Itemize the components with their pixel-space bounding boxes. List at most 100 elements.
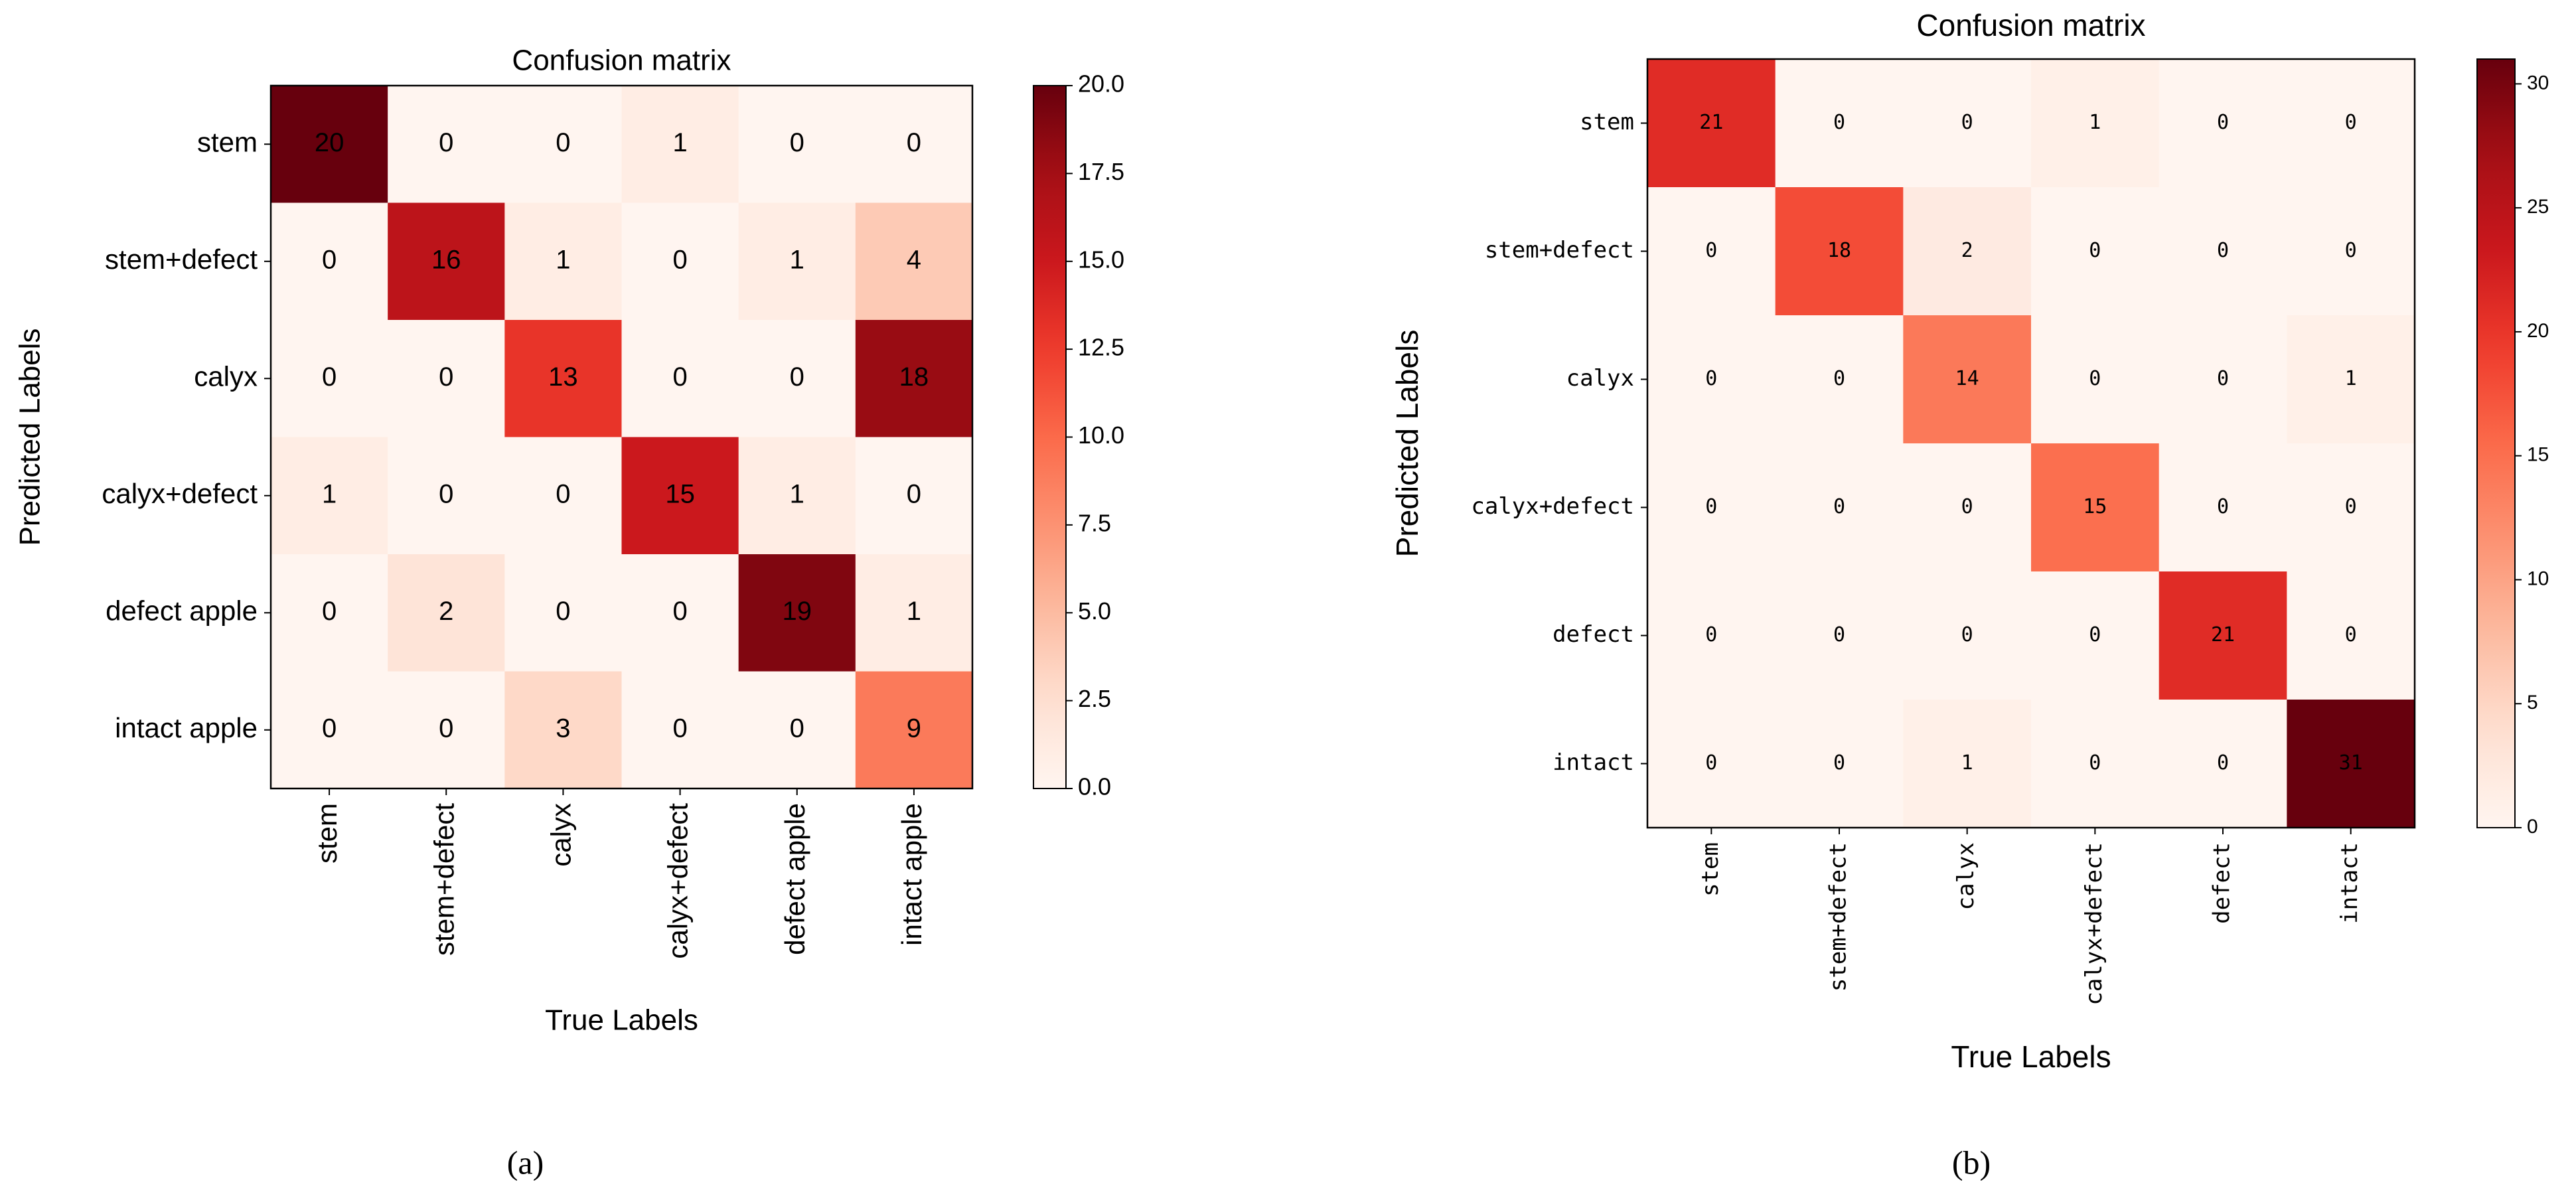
cell-label: 1 bbox=[556, 245, 570, 274]
heatmap-cell bbox=[1903, 700, 2032, 828]
heatmap-cell bbox=[388, 671, 505, 789]
heatmap-cell bbox=[738, 437, 856, 555]
cell-label: 3 bbox=[556, 714, 570, 743]
cell-label: 0 bbox=[672, 245, 687, 274]
cell-label: 0 bbox=[1705, 367, 1717, 390]
cell-label: 0 bbox=[672, 362, 687, 392]
heatmap-cell bbox=[621, 671, 739, 789]
cell-label: 1 bbox=[790, 245, 804, 274]
y-axis-label: Predicted Labels bbox=[14, 329, 46, 546]
heatmap-cell bbox=[2031, 59, 2160, 188]
colorbar-tick-label: 0.0 bbox=[1078, 773, 1111, 800]
cell-label: 0 bbox=[2217, 239, 2229, 262]
cell-label: 0 bbox=[2217, 495, 2229, 518]
heatmap-cell bbox=[2031, 700, 2160, 828]
cell-label: 2 bbox=[1961, 239, 1973, 262]
heatmap-cell bbox=[2159, 315, 2287, 444]
cell-label: 0 bbox=[1833, 623, 1845, 646]
heatmap-cell bbox=[2159, 59, 2287, 188]
chart-title: Confusion matrix bbox=[1916, 8, 2145, 42]
colorbar-tick-label: 15 bbox=[2527, 444, 2549, 466]
heatmap-cell bbox=[855, 320, 973, 437]
heatmap-cell bbox=[271, 320, 388, 437]
heatmap-cell bbox=[2287, 700, 2415, 828]
cell-label: 0 bbox=[1833, 111, 1845, 134]
heatmap-cell bbox=[388, 554, 505, 672]
cell-label: 0 bbox=[907, 479, 921, 508]
cell-label: 0 bbox=[2089, 751, 2101, 775]
heatmap-cell bbox=[1647, 187, 1776, 316]
heatmap-cell bbox=[271, 671, 388, 789]
heatmap-cell bbox=[2031, 443, 2160, 572]
heatmap-cell bbox=[738, 320, 856, 437]
heatmap-cell bbox=[621, 437, 739, 555]
cell-label: 1 bbox=[322, 479, 337, 508]
cell-label: 0 bbox=[1705, 623, 1717, 646]
cell-label: 0 bbox=[790, 714, 804, 743]
x-tick-label: stem bbox=[1697, 842, 1724, 897]
cell-label: 0 bbox=[322, 597, 337, 626]
heatmap-cell bbox=[1775, 571, 1904, 700]
chart-title: Confusion matrix bbox=[512, 44, 731, 77]
heatmap-cell bbox=[504, 671, 622, 789]
y-axis-label: Predicted Labels bbox=[1390, 330, 1424, 558]
heatmap-cell bbox=[621, 554, 739, 672]
x-axis-label: True Labels bbox=[1951, 1039, 2111, 1074]
y-tick-label: defect bbox=[1553, 621, 1634, 648]
cell-label: 0 bbox=[1961, 111, 1973, 134]
x-tick-label: stem bbox=[311, 803, 342, 864]
y-tick-label: stem bbox=[197, 126, 258, 157]
x-axis-label: True Labels bbox=[545, 1004, 698, 1037]
plot-frame bbox=[1646, 58, 2416, 829]
x-tick-label: stem+defect bbox=[1825, 842, 1852, 992]
y-tick-label: calyx bbox=[1566, 365, 1634, 392]
x-tick-label: defect apple bbox=[779, 803, 810, 955]
cell-label: 0 bbox=[439, 362, 453, 392]
y-tick-label: stem+defect bbox=[105, 244, 258, 275]
y-tick-label: stem+defect bbox=[1485, 237, 1634, 263]
heatmap-cell bbox=[388, 437, 505, 555]
cell-label: 9 bbox=[907, 714, 921, 743]
cell-label: 0 bbox=[1961, 623, 1973, 646]
heatmap-cell bbox=[855, 202, 973, 321]
heatmap-cell bbox=[504, 320, 622, 437]
cell-label: 16 bbox=[431, 245, 461, 274]
colorbar-tick-label: 2.5 bbox=[1078, 685, 1111, 712]
heatmap-cell bbox=[1775, 59, 1904, 188]
colorbar-tick-label: 20 bbox=[2527, 320, 2549, 342]
heatmap-cell bbox=[2031, 187, 2160, 316]
cell-label: 0 bbox=[322, 714, 337, 743]
cell-label: 0 bbox=[556, 479, 570, 508]
heatmap-cell bbox=[2159, 187, 2287, 316]
y-tick-label: calyx+defect bbox=[102, 478, 258, 509]
cell-label: 0 bbox=[2345, 111, 2357, 134]
heatmap-cell bbox=[1647, 700, 1776, 828]
heatmap-cell bbox=[1775, 187, 1904, 316]
cell-label: 1 bbox=[2345, 367, 2357, 390]
cell-label: 15 bbox=[665, 479, 695, 508]
cell-label: 0 bbox=[1961, 495, 1973, 518]
heatmap-cell bbox=[2287, 187, 2415, 316]
cell-label: 21 bbox=[2211, 623, 2235, 646]
cell-label: 0 bbox=[2089, 367, 2101, 390]
heatmap-cell bbox=[504, 86, 622, 203]
cell-label: 0 bbox=[2345, 495, 2357, 518]
cell-label: 0 bbox=[439, 479, 453, 508]
colorbar bbox=[1033, 85, 1067, 789]
heatmap-cell bbox=[1775, 315, 1904, 444]
heatmap-cell bbox=[738, 202, 856, 321]
x-tick-label: intact apple bbox=[896, 803, 927, 946]
heatmap-cell bbox=[1903, 187, 2032, 316]
heatmap-cell bbox=[1647, 59, 1776, 188]
cell-label: 1 bbox=[907, 597, 921, 626]
heatmap-cell bbox=[1647, 571, 1776, 700]
cell-label: 0 bbox=[2089, 239, 2101, 262]
heatmap-cell bbox=[2287, 59, 2415, 188]
heatmap-cell bbox=[1903, 59, 2032, 188]
heatmap-cell bbox=[855, 437, 973, 555]
cell-label: 0 bbox=[322, 362, 337, 392]
cell-label: 2 bbox=[439, 597, 453, 626]
cell-label: 0 bbox=[439, 714, 453, 743]
cell-label: 0 bbox=[439, 128, 453, 157]
heatmap-cell bbox=[271, 202, 388, 321]
